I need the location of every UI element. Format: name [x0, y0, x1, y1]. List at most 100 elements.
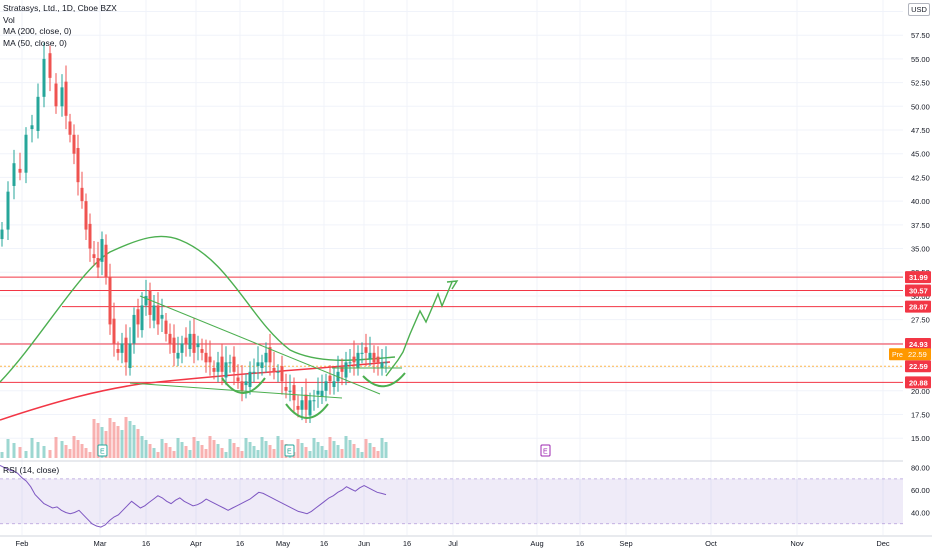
candle-body: [88, 223, 92, 249]
candle-body: [54, 83, 58, 107]
premarket-label: Pre: [892, 352, 903, 359]
volume-bar: [196, 441, 200, 458]
rsi-line: [0, 464, 387, 528]
legend-ma50[interactable]: MA (50, close, 0): [3, 37, 67, 48]
price-level-tag: [905, 271, 931, 284]
volume-bar: [68, 449, 72, 458]
price-level-label: 20.88: [909, 378, 928, 387]
candle-body: [48, 53, 52, 78]
time-tick: 16: [236, 539, 244, 548]
volume-bar: [216, 444, 220, 458]
volume-bar: [148, 444, 152, 458]
head-arc: [285, 403, 329, 419]
rsi-tick: 40.00: [911, 509, 930, 518]
candle-body: [252, 371, 256, 373]
volume-bar: [42, 446, 46, 458]
premarket-price: 22.59: [908, 350, 927, 359]
candle-body: [84, 201, 88, 230]
candle-body: [72, 134, 76, 154]
legend-symbol[interactable]: Stratasys, Ltd., 1D, Cboe BZX: [3, 3, 117, 13]
price-tick: 27.50: [911, 316, 930, 325]
candle-body: [12, 163, 16, 186]
volume-bar: [0, 452, 4, 458]
volume-bar: [72, 436, 76, 458]
price-tick: 52.50: [911, 79, 930, 88]
volume-bar: [12, 443, 16, 458]
volume-bar: [352, 444, 356, 458]
volume-bar: [372, 447, 376, 458]
legend-ma200[interactable]: MA (200, close, 0): [3, 26, 72, 36]
rsi-pane: [0, 464, 903, 528]
candle-body: [380, 362, 384, 369]
volume-bar: [356, 448, 360, 458]
price-tick: 40.00: [911, 197, 930, 206]
time-tick: Nov: [790, 539, 804, 548]
candle-body: [276, 371, 280, 373]
candle-body: [376, 356, 380, 363]
candle-body: [304, 394, 308, 410]
candle-body: [156, 305, 160, 325]
time-tick: Aug: [530, 539, 543, 548]
volume-bar: [164, 443, 168, 458]
ma50-path: [0, 235, 396, 383]
volume-bar: [30, 438, 34, 458]
candle-body: [312, 400, 316, 402]
currency-button[interactable]: USD: [908, 3, 930, 16]
candle-body: [140, 305, 144, 331]
candle-body: [300, 400, 304, 410]
volume-bar: [36, 442, 40, 458]
time-axis: Feb Mar 16 Apr 16 May 16 Jun 16 Jul Aug 16 Sep Oct Nov…: [0, 535, 932, 548]
price-tick: 17.50: [911, 410, 930, 419]
earnings-marker-label: E: [543, 449, 548, 456]
candle-body: [6, 191, 10, 230]
candle-body: [24, 134, 28, 173]
candle-body: [292, 385, 296, 401]
premarket-tag: [889, 348, 931, 361]
candle-body: [232, 356, 236, 372]
volume-bar: [328, 437, 332, 458]
volume-bar: [180, 442, 184, 458]
volume-bar: [132, 425, 136, 458]
rsi-band: [0, 478, 903, 524]
price-level-label: 24.93: [909, 340, 928, 349]
volume-bar: [252, 446, 256, 458]
rsi-legend[interactable]: RSI (14, close): [3, 465, 60, 475]
price-level-label: 30.57: [909, 287, 928, 296]
volume-bar: [204, 449, 208, 458]
candle-body: [348, 362, 352, 364]
volume-bar: [112, 422, 116, 458]
volume-bar: [220, 448, 224, 458]
volume-bar: [240, 451, 244, 458]
price-level-tag: [905, 376, 931, 389]
legend-vol[interactable]: Vol: [3, 14, 15, 25]
candle-body: [168, 333, 172, 344]
right-shoulder-arc: [362, 372, 406, 388]
candle-body: [0, 229, 4, 240]
rsi-tick: 80.00: [911, 464, 930, 473]
candle-body: [308, 400, 312, 416]
candle-body: [188, 333, 192, 350]
price-level-tag: [905, 300, 931, 313]
volume-bar: [280, 440, 284, 458]
volume-bar: [236, 447, 240, 458]
candle-body: [200, 349, 204, 353]
candle-body: [204, 352, 208, 363]
volume-bar: [224, 452, 228, 458]
volume-bar: [54, 437, 58, 458]
candle-body: [100, 239, 104, 262]
candle-body: [128, 343, 132, 369]
volume-bar: [228, 439, 232, 458]
candle-body: [30, 125, 34, 130]
current-price-label: 22.59: [909, 362, 928, 371]
volume-bar: [84, 448, 88, 458]
candle-body: [280, 366, 284, 382]
volume-bar: [248, 442, 252, 458]
earnings-marker: [540, 444, 551, 457]
candle-body: [104, 244, 108, 277]
candle-body: [148, 290, 152, 315]
volume-bar: [64, 445, 68, 458]
candle-body: [208, 356, 212, 363]
forecast-path: [385, 281, 453, 377]
